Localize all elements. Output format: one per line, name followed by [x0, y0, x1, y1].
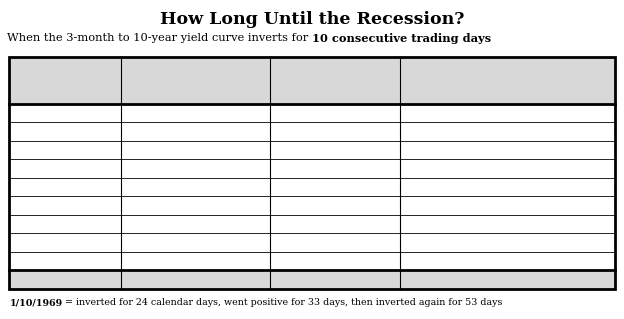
- Text: Date of
Inversion: Date of Inversion: [60, 69, 117, 93]
- Text: 135: 135: [245, 200, 265, 211]
- Text: 6/6/1989: 6/6/1989: [70, 182, 117, 192]
- Text: 6/14/1973: 6/14/1973: [63, 126, 117, 137]
- Text: 6/6/2019: 6/6/2019: [70, 237, 117, 248]
- Text: = inverted for 24 calendar days, went positive for 33 days, then inverted again : = inverted for 24 calendar days, went po…: [62, 298, 503, 307]
- Text: 7/31/2000: 7/31/2000: [63, 200, 117, 211]
- Text: Date of
Next Recession: Date of Next Recession: [288, 69, 381, 93]
- Text: Consecutive Trading
Days Inverted: Consecutive Trading Days Inverted: [140, 69, 265, 93]
- Text: 30: 30: [252, 182, 265, 192]
- Text: 389: 389: [590, 145, 610, 155]
- Text: ????: ????: [323, 256, 347, 266]
- Text: Average: Average: [71, 274, 117, 285]
- Text: 177: 177: [245, 126, 265, 137]
- Text: 1/10/1969: 1/10/1969: [9, 298, 62, 307]
- Text: Jul-90: Jul-90: [319, 182, 351, 192]
- Text: 217: 217: [245, 219, 265, 229]
- Text: Mar-01: Mar-01: [315, 200, 354, 211]
- Text: 10 consecutive trading days: 10 consecutive trading days: [312, 33, 491, 44]
- Text: 236: 236: [590, 163, 610, 174]
- Text: How Long Until the Recession?: How Long Until the Recession?: [160, 11, 464, 28]
- Text: 390: 390: [590, 182, 610, 192]
- Text: Feb-20: Feb-20: [316, 237, 353, 248]
- Text: 268: 268: [590, 237, 610, 248]
- Text: ????: ????: [241, 256, 265, 266]
- Text: 311: 311: [588, 274, 610, 285]
- Text: 140: 140: [590, 126, 610, 137]
- Text: Jul-81: Jul-81: [319, 163, 351, 174]
- Text: 12/8/1978: 12/8/1978: [63, 145, 117, 155]
- Text: Dec-69: Dec-69: [316, 108, 353, 118]
- Text: Nov-73: Nov-73: [316, 126, 354, 137]
- Text: 102: 102: [245, 163, 265, 174]
- Text: Jan-80: Jan-80: [318, 145, 352, 155]
- Text: ????: ????: [586, 256, 610, 266]
- Text: 11/22/2022: 11/22/2022: [51, 256, 117, 266]
- Text: 111: 111: [243, 274, 265, 285]
- Text: Calendar Days to
Next Recession: Calendar Days to Next Recession: [506, 69, 610, 93]
- Text: 11/7/1980: 11/7/1980: [63, 163, 117, 174]
- Text: 41: 41: [251, 237, 265, 248]
- Text: 24: 24: [251, 108, 265, 118]
- Text: 213: 213: [590, 200, 610, 211]
- Text: 325: 325: [590, 108, 610, 118]
- Text: 8/1/2006: 8/1/2006: [69, 219, 117, 229]
- Text: 91: 91: [252, 145, 265, 155]
- Text: Dec-07: Dec-07: [316, 219, 353, 229]
- Text: When the 3-month to 10-year yield curve inverts for: When the 3-month to 10-year yield curve …: [7, 33, 312, 43]
- Text: 487: 487: [590, 219, 610, 229]
- Text: 1/10/1969: 1/10/1969: [63, 108, 117, 118]
